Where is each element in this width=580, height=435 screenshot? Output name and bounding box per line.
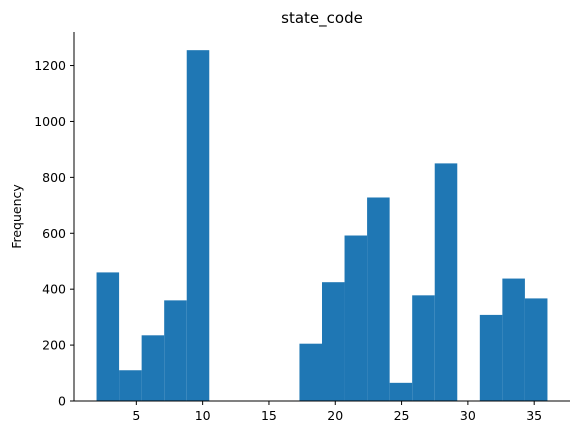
histogram-bar (119, 370, 142, 401)
x-tick-label: 5 (132, 408, 140, 423)
histogram-bar (502, 278, 525, 401)
histogram-bar (141, 335, 165, 401)
y-axis-label: Frequency (9, 184, 24, 249)
y-tick-label: 400 (42, 282, 66, 297)
y-tick-label: 1200 (34, 58, 66, 73)
histogram-bar (164, 300, 187, 401)
x-tick-label: 25 (394, 408, 410, 423)
x-tick-label: 15 (261, 408, 277, 423)
x-tick-label: 35 (526, 408, 542, 423)
x-tick-label: 20 (327, 408, 343, 423)
chart-title: state_code (281, 9, 363, 28)
y-tick-label: 1000 (34, 114, 66, 129)
histogram-bar (434, 163, 458, 401)
histogram-bar (322, 282, 345, 401)
histogram-bar (344, 235, 368, 401)
y-tick-label: 800 (42, 170, 66, 185)
y-ticks-group: 0 200 400 600 800 1000 1200 (34, 58, 74, 409)
histogram-bar (479, 314, 503, 401)
axes-group (73, 32, 570, 402)
y-tick-label: 200 (42, 338, 66, 353)
histogram-bar (389, 382, 413, 401)
histogram-bar (412, 295, 435, 401)
x-ticks-group: 5 10 15 20 25 30 35 (132, 401, 542, 423)
histogram-bar (299, 343, 322, 401)
histogram-bar (367, 197, 390, 401)
y-tick-label: 0 (58, 394, 66, 409)
histogram-bar (186, 50, 210, 401)
y-tick-label: 600 (42, 226, 66, 241)
histogram-bar (96, 272, 120, 401)
x-tick-label: 30 (460, 408, 476, 423)
x-tick-label: 10 (195, 408, 211, 423)
histogram-bar (524, 298, 548, 401)
bars-group (96, 50, 548, 401)
